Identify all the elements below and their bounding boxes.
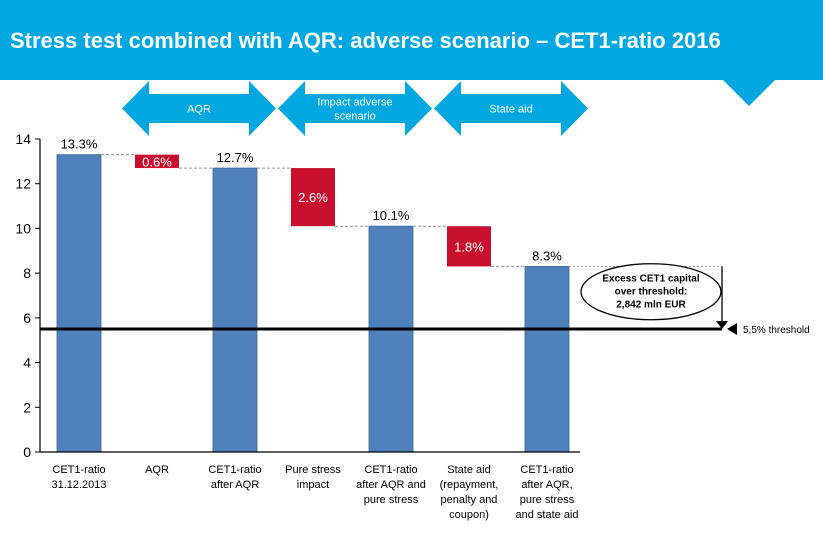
- callout-arrow-head: [716, 321, 728, 330]
- y-tick-label-0: 0: [23, 444, 31, 460]
- callout-text-0: Excess CET1 capital: [602, 274, 699, 285]
- bar-0: [56, 154, 102, 453]
- phase-label-1-0: Impact adverse: [317, 97, 392, 109]
- category-label-5-2: penalty and: [441, 494, 498, 506]
- bar-5: [447, 226, 491, 267]
- category-label-6-2: pure stress: [520, 494, 575, 506]
- threshold-label: 5,5% threshold: [743, 325, 810, 336]
- data-label-1: 0.6%: [142, 154, 172, 169]
- data-label-3: 2.6%: [298, 190, 328, 205]
- phase-arrow-2: [434, 81, 588, 136]
- y-tick-label-4: 4: [23, 355, 31, 371]
- y-tick-label-12: 12: [15, 176, 31, 192]
- category-label-3-1: impact: [297, 479, 329, 491]
- data-label-2: 12.7%: [217, 150, 254, 165]
- bar-3: [291, 168, 335, 227]
- category-label-6-0: CET1-ratio: [520, 464, 573, 476]
- category-label-5-0: State aid: [447, 464, 490, 476]
- data-label-6: 8.3%: [532, 248, 562, 263]
- callout-text-1: over threshold:: [615, 287, 688, 298]
- phase-arrow-1: [278, 81, 432, 136]
- category-label-2-1: after AQR: [211, 479, 259, 491]
- category-label-3-0: Pure stress: [285, 464, 341, 476]
- category-label-1-0: AQR: [145, 464, 169, 476]
- category-label-0-0: CET1-ratio: [52, 464, 105, 476]
- header-notch: [722, 79, 776, 106]
- data-label-4: 10.1%: [373, 208, 410, 223]
- category-label-4-2: pure stress: [364, 494, 419, 506]
- category-label-6-1: after AQR,: [521, 479, 572, 491]
- bar-4: [368, 225, 414, 453]
- category-label-0-1: 31.12.2013: [51, 479, 106, 491]
- y-tick-label-10: 10: [15, 220, 31, 236]
- phase-label-0-0: AQR: [187, 104, 211, 116]
- header-band: [0, 0, 823, 80]
- category-label-4-1: after AQR and: [356, 479, 426, 491]
- bar-1: [135, 154, 179, 169]
- page-title: Stress test combined with AQR: adverse s…: [10, 28, 721, 53]
- y-tick-label-8: 8: [23, 265, 31, 281]
- threshold-marker: [727, 323, 737, 336]
- phase-arrow-0: [122, 81, 276, 136]
- bar-6: [524, 266, 570, 453]
- bar-2: [212, 167, 258, 453]
- y-tick-label-6: 6: [23, 310, 31, 326]
- data-label-0: 13.3%: [61, 137, 98, 152]
- category-label-5-3: coupon): [449, 509, 489, 521]
- category-label-5-1: (repayment,: [440, 479, 499, 491]
- phase-label-2-0: State aid: [489, 104, 532, 116]
- y-tick-label-2: 2: [23, 399, 31, 415]
- category-label-2-0: CET1-ratio: [208, 464, 261, 476]
- callout-ellipse: [580, 263, 722, 321]
- category-label-4-0: CET1-ratio: [364, 464, 417, 476]
- category-label-6-3: and state aid: [516, 509, 579, 521]
- data-label-5: 1.8%: [454, 239, 484, 254]
- phase-label-1-1: scenario: [334, 111, 376, 123]
- callout-text-2: 2,842 mln EUR: [616, 300, 686, 311]
- y-tick-label-14: 14: [15, 131, 31, 147]
